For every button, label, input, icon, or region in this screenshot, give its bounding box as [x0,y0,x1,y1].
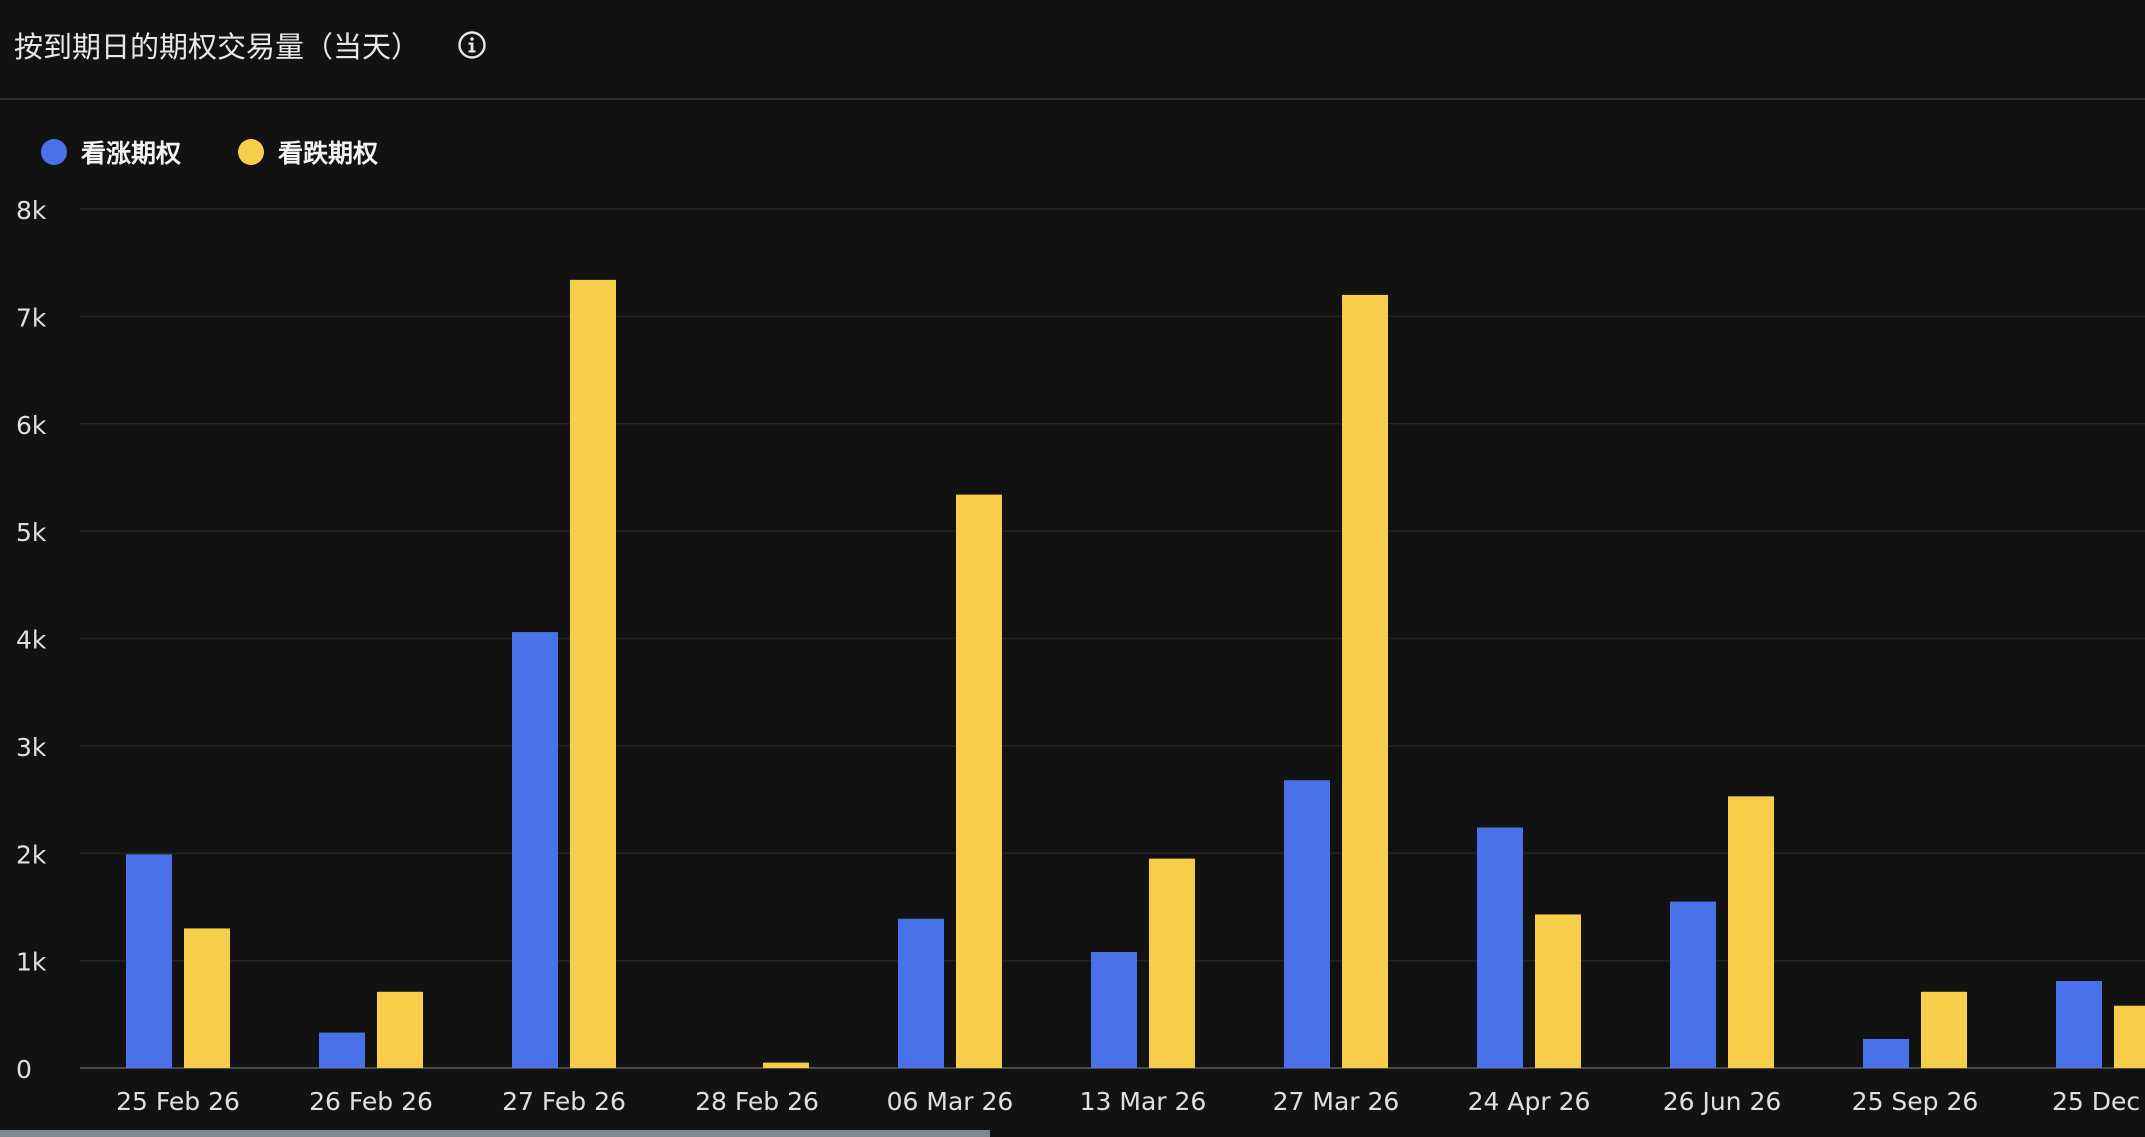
bar-calls[interactable] [1284,780,1330,1068]
bar-puts[interactable] [1921,991,1967,1068]
bar-puts[interactable] [1149,858,1195,1068]
y-tick-label: 5k [16,518,47,547]
bar-calls[interactable] [319,1032,365,1068]
y-tick-label: 2k [16,840,47,869]
x-tick-label: 06 Mar 26 [887,1087,1014,1116]
y-tick-label: 7k [16,303,47,332]
y-axis: 0 1k 2k 3k 4k 5k 6k 7k 8k [16,196,47,1084]
bar-calls[interactable] [1477,827,1523,1068]
y-tick-label: 6k [16,411,47,440]
legend-label-puts: 看跌期权 [278,139,379,168]
bar-puts[interactable] [570,279,616,1068]
bar-puts[interactable] [1535,914,1581,1068]
legend-dot-puts [238,139,264,165]
grid-lines [80,208,2145,1069]
x-tick-label: 28 Feb 26 [695,1087,819,1116]
x-tick-label: 25 Dec 2 [2052,1087,2145,1116]
x-tick-label: 25 Feb 26 [116,1087,240,1116]
horizontal-scrollbar[interactable] [0,1130,990,1137]
bar-puts[interactable] [2114,1005,2145,1068]
chart-title: 按到期日的期权交易量（当天） [14,30,421,64]
legend-item-calls[interactable]: 看涨期权 [41,134,181,170]
bar-calls[interactable] [1863,1039,1909,1068]
y-tick-label: 3k [16,733,47,762]
bar-puts[interactable] [1728,796,1774,1068]
x-axis: 25 Feb 26 26 Feb 26 27 Feb 26 28 Feb 26 06 M… [116,1087,2145,1116]
bar-puts[interactable] [377,991,423,1068]
x-tick-label: 27 Mar 26 [1273,1087,1400,1116]
y-tick-label: 1k [16,948,47,977]
legend-dot-calls [41,139,67,165]
x-tick-label: 27 Feb 26 [502,1087,626,1116]
bar-puts[interactable] [956,494,1002,1068]
y-tick-label: 0 [16,1055,32,1084]
bar-puts[interactable] [184,928,230,1068]
x-tick-label: 24 Apr 26 [1468,1087,1591,1116]
bar-puts[interactable] [1342,294,1388,1068]
bar-calls[interactable] [1091,952,1137,1068]
legend-item-puts[interactable]: 看跌期权 [238,134,378,170]
x-tick-label: 26 Feb 26 [309,1087,433,1116]
x-tick-label: 13 Mar 26 [1080,1087,1207,1116]
bar-calls[interactable] [2056,981,2102,1068]
bar-puts[interactable] [763,1062,809,1068]
info-circle-icon[interactable] [457,30,487,60]
bar-calls[interactable] [1670,901,1716,1068]
bar-calls[interactable] [898,918,944,1068]
bars [126,279,2145,1068]
y-tick-label: 8k [16,196,47,225]
bar-calls[interactable] [126,854,172,1068]
x-tick-label: 26 Jun 26 [1663,1087,1782,1116]
x-tick-label: 25 Sep 26 [1852,1087,1979,1116]
legend-label-calls: 看涨期权 [81,139,182,168]
y-tick-label: 4k [16,626,47,655]
chart-header: 按到期日的期权交易量（当天） [0,0,2145,100]
bar-calls[interactable] [512,632,558,1068]
